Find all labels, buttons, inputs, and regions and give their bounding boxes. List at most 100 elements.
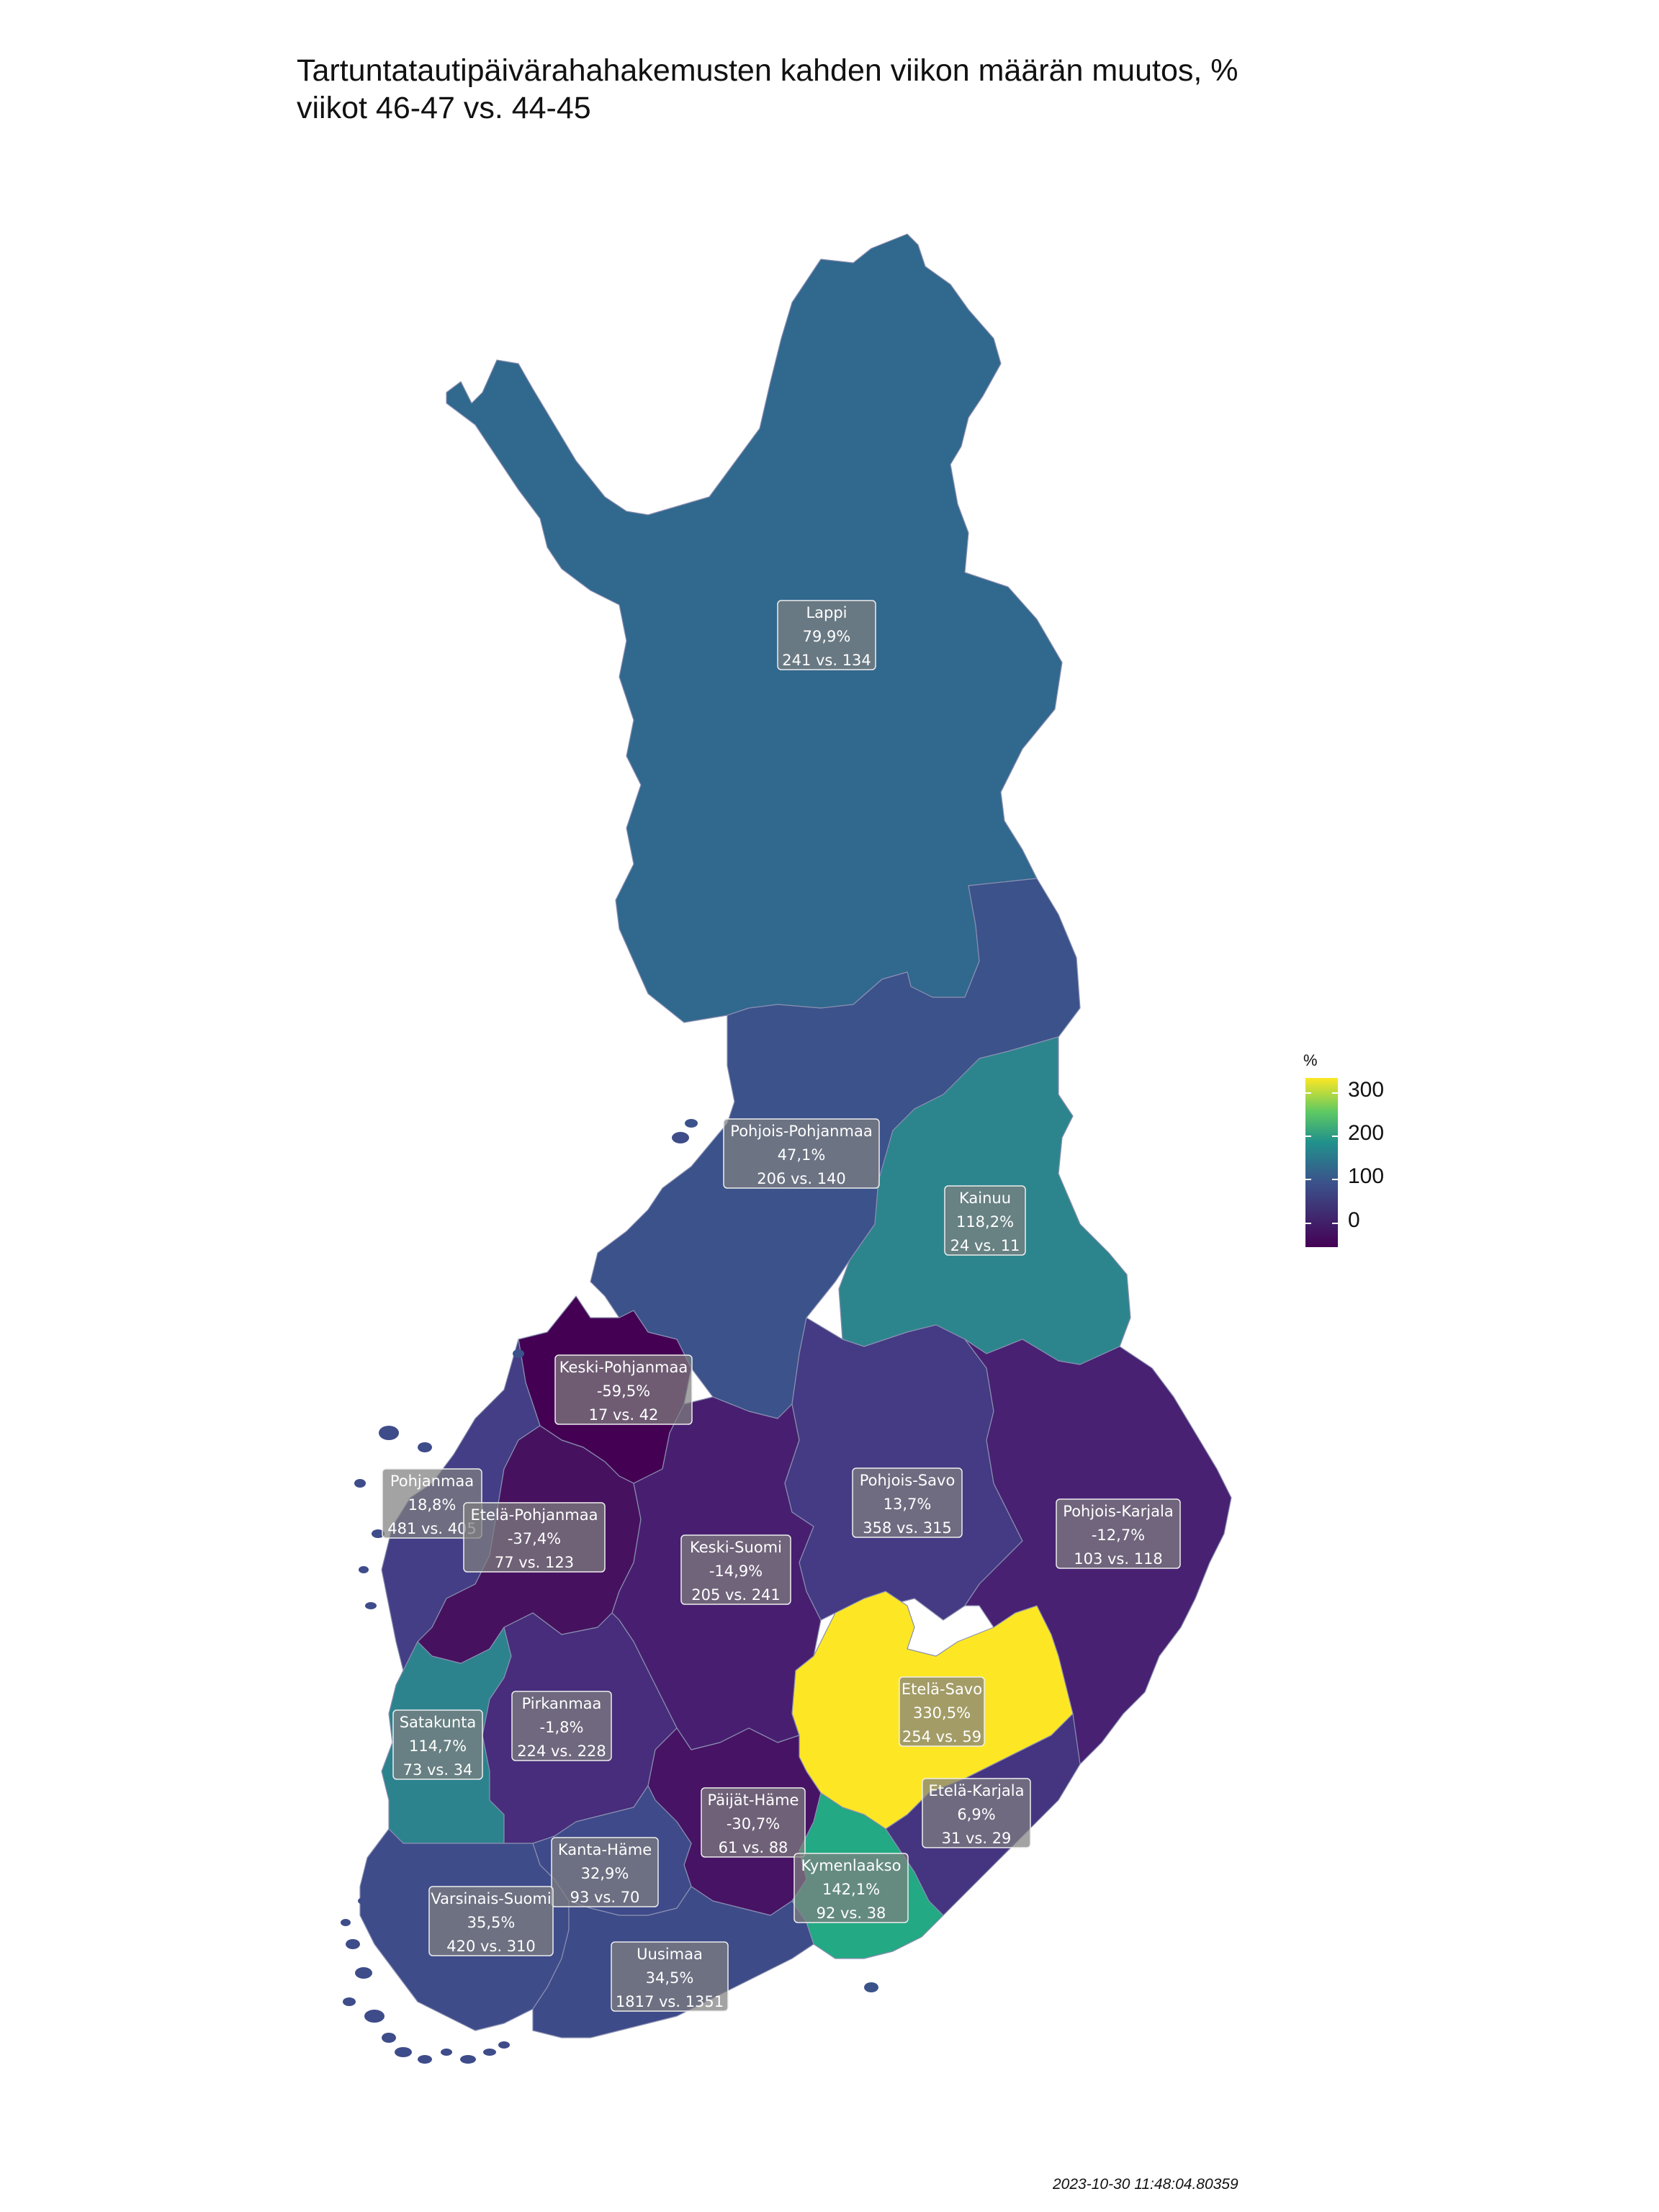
region-label-percent: 79,9% xyxy=(803,628,851,645)
island xyxy=(355,1967,372,1979)
region-label: Lappi 79,9% 241 vs. 134 xyxy=(777,600,876,670)
region-label-percent: 13,7% xyxy=(884,1496,932,1513)
island xyxy=(365,1602,377,1609)
region-label-percent: 330,5% xyxy=(913,1704,971,1722)
region-label-box xyxy=(701,1787,806,1858)
region-label-name: Kainuu xyxy=(959,1190,1011,1207)
region-label-name: Kanta-Häme xyxy=(558,1841,652,1858)
region-label-percent: 18,8% xyxy=(408,1496,457,1514)
region-label: Varsinais-Suomi 35,5% 420 vs. 310 xyxy=(428,1886,554,1956)
region-label-counts: 24 vs. 11 xyxy=(950,1237,1020,1254)
island xyxy=(418,2055,432,2064)
legend-tick-100: 100 xyxy=(1348,1164,1385,1188)
region-label-counts: 31 vs. 29 xyxy=(942,1830,1012,1847)
region-label-counts: 206 vs. 140 xyxy=(757,1170,846,1187)
region-label-percent: 118,2% xyxy=(956,1213,1014,1231)
region-label-percent: -14,9% xyxy=(709,1563,763,1580)
legend-tick-0: 0 xyxy=(1348,1208,1360,1232)
region-label-name: Pirkanmaa xyxy=(522,1695,602,1712)
region-label-counts: 358 vs. 315 xyxy=(863,1519,952,1537)
region-label-percent: -12,7% xyxy=(1092,1527,1145,1544)
island xyxy=(341,1919,351,1926)
legend-title: % xyxy=(1303,1051,1318,1069)
region-label-percent: 35,5% xyxy=(467,1914,516,1931)
region-label-box xyxy=(1056,1498,1181,1569)
region-label: Keski-Pohjanmaa -59,5% 17 vs. 42 xyxy=(554,1354,693,1425)
region-lappi[interactable] xyxy=(446,233,1063,1023)
region-label-percent: -1,8% xyxy=(540,1719,584,1736)
region-label-counts: 77 vs. 123 xyxy=(495,1554,574,1571)
region-label-percent: 34,5% xyxy=(646,1969,694,1987)
region-label-box xyxy=(680,1534,791,1605)
region-label-name: Pohjois-Karjala xyxy=(1063,1503,1173,1520)
region-label-box xyxy=(611,1941,729,2012)
island xyxy=(441,2049,452,2056)
region-label-box xyxy=(793,1853,909,1923)
region-label-percent: 142,1% xyxy=(822,1881,880,1898)
region-label-name: Etelä-Karjala xyxy=(928,1782,1024,1799)
region-label-counts: 73 vs. 34 xyxy=(403,1761,473,1779)
region-label: Pohjois-Pohjanmaa 47,1% 206 vs. 140 xyxy=(723,1118,880,1189)
island xyxy=(372,1529,385,1538)
legend-tick-300: 300 xyxy=(1348,1078,1385,1102)
region-label-percent: -37,4% xyxy=(508,1530,561,1547)
archipelago xyxy=(341,1119,878,2064)
region-label-box xyxy=(392,1709,483,1780)
island xyxy=(364,2010,385,2023)
region-label-percent: -59,5% xyxy=(597,1382,650,1400)
region-label: Kanta-Häme 32,9% 93 vs. 70 xyxy=(551,1837,659,1907)
timestamp: 2023-10-30 11:48:04.80359 xyxy=(1053,2176,1238,2193)
region-label-counts: 481 vs. 405 xyxy=(387,1520,477,1537)
island xyxy=(343,1997,356,2006)
island xyxy=(382,2033,396,2043)
region-label-percent: 32,9% xyxy=(581,1865,629,1882)
region-label-box xyxy=(922,1778,1031,1848)
region-label-percent: 47,1% xyxy=(778,1146,826,1164)
region-label-counts: 17 vs. 42 xyxy=(589,1406,659,1424)
region-label-box xyxy=(852,1467,963,1538)
region-label-counts: 1817 vs. 1351 xyxy=(616,1993,724,2010)
region-label-name: Keski-Suomi xyxy=(690,1539,782,1556)
island xyxy=(483,2049,496,2056)
region-label-name: Pohjois-Savo xyxy=(860,1472,956,1489)
region-label-box xyxy=(551,1837,659,1907)
region-label-counts: 205 vs. 241 xyxy=(691,1586,781,1604)
legend-tick-200: 200 xyxy=(1348,1121,1385,1145)
island xyxy=(359,1566,369,1573)
island xyxy=(395,2047,412,2057)
island xyxy=(685,1119,698,1128)
region-label-name: Keski-Pohjanmaa xyxy=(559,1359,688,1376)
region-label-counts: 93 vs. 70 xyxy=(570,1889,640,1906)
region-label: Kainuu 118,2% 24 vs. 11 xyxy=(944,1185,1026,1256)
region-label-box xyxy=(511,1691,612,1761)
island xyxy=(498,2041,510,2049)
region-label-counts: 61 vs. 88 xyxy=(719,1839,788,1856)
region-label: Etelä-Savo 330,5% 254 vs. 59 xyxy=(899,1676,985,1747)
region-label: Etelä-Karjala 6,9% 31 vs. 29 xyxy=(922,1778,1031,1848)
region-label-counts: 254 vs. 59 xyxy=(902,1728,981,1745)
region-label-box xyxy=(554,1354,693,1425)
region-label-box xyxy=(899,1676,985,1747)
region-label: Kymenlaakso 142,1% 92 vs. 38 xyxy=(793,1853,909,1923)
region-label-name: Varsinais-Suomi xyxy=(431,1890,551,1907)
region-label-counts: 92 vs. 38 xyxy=(817,1905,886,1922)
chart-title: Tartuntatautipäivärahahakemusten kahden … xyxy=(297,53,1238,125)
region-label: Keski-Suomi -14,9% 205 vs. 241 xyxy=(680,1534,791,1605)
region-label-box xyxy=(428,1886,554,1956)
island xyxy=(346,1939,360,1949)
region-label-name: Satakunta xyxy=(400,1714,477,1731)
legend-colorbar xyxy=(1305,1078,1338,1247)
region-label-counts: 241 vs. 134 xyxy=(782,652,871,669)
island xyxy=(864,1982,878,1992)
region-label-box xyxy=(463,1502,606,1573)
region-label: Satakunta 114,7% 73 vs. 34 xyxy=(392,1709,483,1780)
region-label: Pirkanmaa -1,8% 224 vs. 228 xyxy=(511,1691,612,1761)
island xyxy=(460,2055,476,2064)
region-label-name: Etelä-Pohjanmaa xyxy=(471,1506,598,1524)
region-label: Pohjois-Savo 13,7% 358 vs. 315 xyxy=(852,1467,963,1538)
region-label-name: Uusimaa xyxy=(637,1946,703,1963)
island xyxy=(354,1479,366,1488)
region-label-name: Pohjois-Pohjanmaa xyxy=(730,1123,872,1140)
island xyxy=(418,1442,432,1452)
